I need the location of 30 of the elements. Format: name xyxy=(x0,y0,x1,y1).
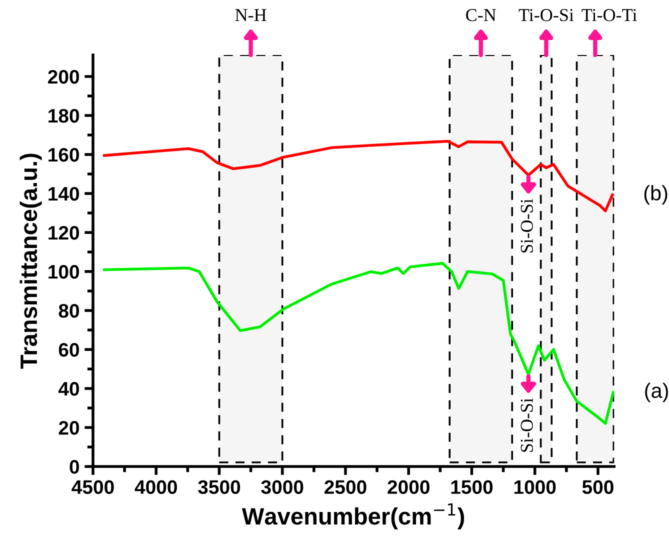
y-tick-label: 160 xyxy=(48,148,80,162)
x-tick-label: 4000 xyxy=(134,480,177,494)
series-label: (b) xyxy=(644,185,668,205)
x-tick-label: 1500 xyxy=(451,480,493,494)
series-label: (a) xyxy=(645,382,668,402)
band-label: N-H xyxy=(235,9,266,22)
y-tick-label: 0 xyxy=(70,460,79,474)
x-tick-label: 2500 xyxy=(324,480,366,494)
y-tick-label: 200 xyxy=(48,70,80,84)
x-tick-label: 4500 xyxy=(72,480,114,494)
y-tick-label: 100 xyxy=(48,264,80,279)
band-label: C-N xyxy=(466,9,496,22)
y-tick-label: 80 xyxy=(58,304,79,318)
band-label: Ti-O-Ti xyxy=(582,9,637,22)
y-axis-title: Transmittance(a.u.) xyxy=(20,154,42,369)
x-axis-title: Wavenumber(cm$^{−1}$) xyxy=(242,503,464,530)
x-tick-label: 3000 xyxy=(261,480,304,494)
band-label: Ti-O-Si xyxy=(518,9,574,22)
y-tick-label: 20 xyxy=(58,420,79,435)
y-tick-label: 120 xyxy=(48,226,80,240)
x-tick-label: 2000 xyxy=(388,480,430,494)
x-tick-label: 1000 xyxy=(514,480,556,494)
x-tick-label: 500 xyxy=(582,480,614,494)
y-tick-label: 180 xyxy=(48,108,80,123)
y-tick-label: 60 xyxy=(58,342,79,357)
y-tick-label: 40 xyxy=(58,382,79,396)
annotation: Si-O-Si xyxy=(520,398,533,452)
y-tick-label: 140 xyxy=(48,186,80,201)
annotation: Si-O-Si xyxy=(520,198,533,253)
x-tick-label: 3500 xyxy=(198,480,240,494)
